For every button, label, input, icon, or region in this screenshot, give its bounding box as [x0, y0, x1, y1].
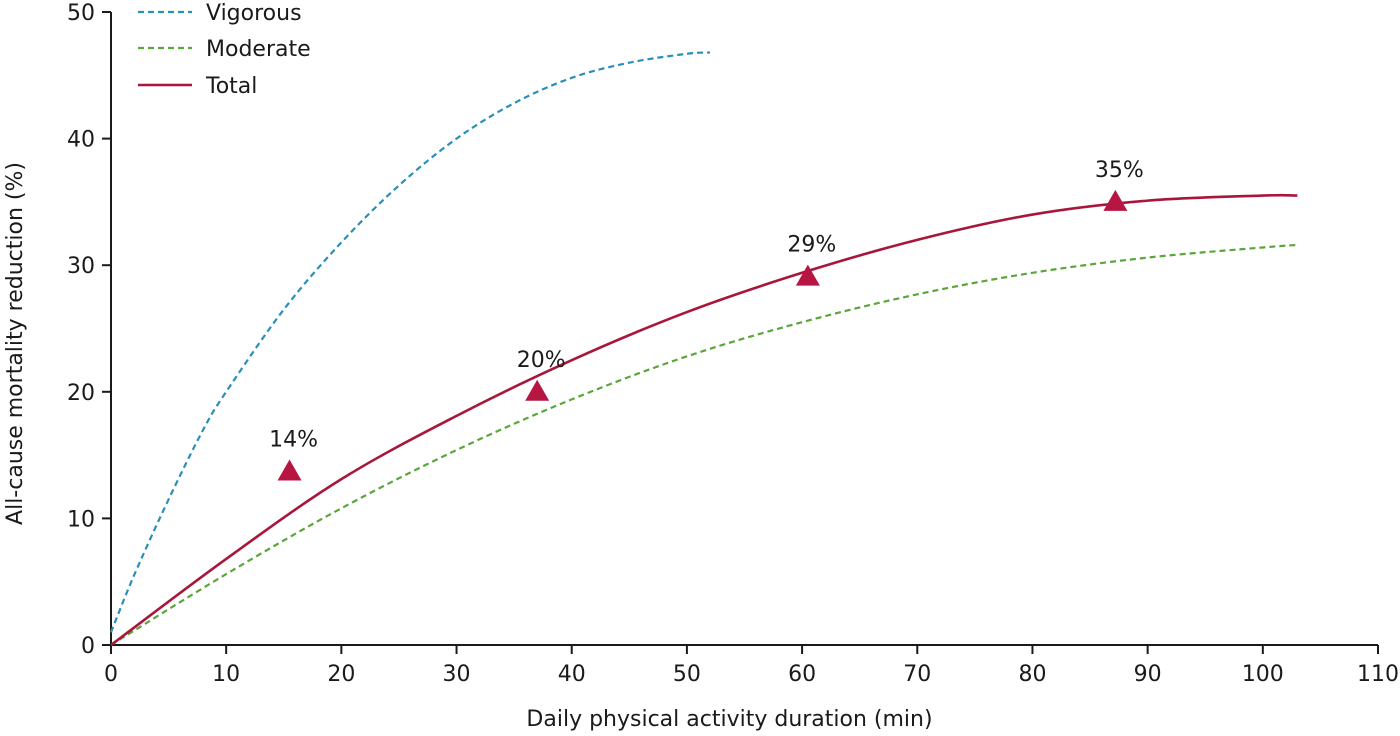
point-label: 35% — [1095, 158, 1144, 183]
x-tick-label: 110 — [1357, 662, 1399, 687]
x-tick-label: 60 — [788, 662, 816, 687]
triangle-marker — [525, 379, 550, 401]
x-tick-label: 30 — [443, 662, 471, 687]
y-axis-title: All-cause mortality reduction (%) — [3, 162, 28, 525]
y-tick-label: 30 — [67, 254, 95, 279]
y-tick-label: 50 — [67, 1, 95, 26]
series-line-vigorous — [109, 51, 711, 633]
highlight-points: 14% 20% 29% 35% — [269, 158, 1144, 481]
y-tick-label: 40 — [67, 128, 95, 153]
series-line-moderate — [110, 243, 1298, 646]
x-tick-label: 40 — [558, 662, 586, 687]
x-tick-label: 90 — [1134, 662, 1162, 687]
x-tick-label: 70 — [903, 662, 931, 687]
x-tick-label: 100 — [1242, 662, 1284, 687]
triangle-marker — [277, 459, 302, 481]
point-label: 14% — [269, 428, 318, 453]
x-tick-label: 10 — [212, 662, 240, 687]
legend-label-total: Total — [205, 74, 257, 99]
point-label: 29% — [787, 233, 836, 258]
axes: 0 10 20 30 40 50 60 70 80 90 100 110 0 10 20 30 40 50 — [67, 1, 1399, 687]
y-tick-label: 10 — [67, 507, 95, 532]
x-tick-label: 80 — [1018, 662, 1046, 687]
y-tick-label: 0 — [81, 634, 95, 659]
x-axis-title: Daily physical activity duration (min) — [526, 707, 932, 732]
point-label: 20% — [517, 348, 566, 373]
x-tick-label: 0 — [104, 662, 118, 687]
x-tick-label: 50 — [673, 662, 701, 687]
series-layer — [109, 51, 1298, 647]
triangle-marker — [1103, 189, 1128, 211]
series-line-total — [110, 193, 1298, 647]
y-tick-label: 20 — [67, 381, 95, 406]
legend: Vigorous Moderate Total — [138, 1, 311, 99]
legend-label-vigorous: Vigorous — [206, 1, 302, 26]
triangle-marker — [795, 264, 820, 286]
legend-label-moderate: Moderate — [206, 37, 311, 62]
x-tick-label: 20 — [327, 662, 355, 687]
